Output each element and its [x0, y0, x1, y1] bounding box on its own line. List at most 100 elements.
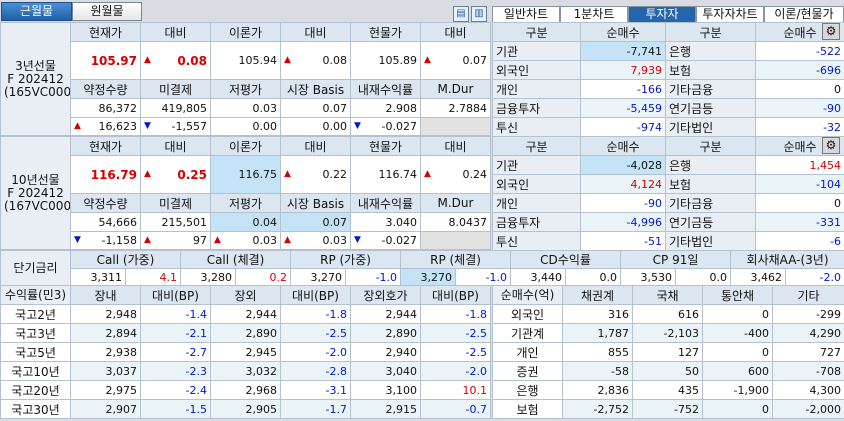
tab-1[interactable]: 1분차트 — [560, 6, 628, 23]
investor-net: -90 — [755, 98, 844, 118]
stat-cell[interactable]: 8.0437 — [420, 212, 491, 232]
table-row: 3년선물 F 202412 (165VC000) 현재가 대비 이론가 대비 현물가 대비 — [0, 22, 491, 136]
price-cell[interactable]: ▲ 0.24 — [420, 155, 491, 194]
stat-cell[interactable]: 215,501 — [140, 212, 211, 232]
price-cell[interactable]: 116.79 — [70, 155, 141, 194]
table-row: 은행 2,836 435 -1,900 4,300 — [492, 380, 844, 400]
cell-value: 0.07 — [462, 54, 488, 67]
price-cell[interactable]: ▲ 0.07 — [420, 41, 491, 80]
change-cell[interactable]: ▼ -0.027 — [350, 117, 421, 136]
yield-cell: -2.5 — [420, 342, 491, 362]
price-cell[interactable]: ▲ 0.08 — [280, 41, 351, 80]
table-row: 개인 -90 기타금융 0 — [492, 193, 844, 213]
yield-cell: -2.4 — [140, 380, 211, 400]
investor-name: 은행 — [665, 41, 756, 61]
price-cell[interactable]: ▲ 0.25 — [140, 155, 211, 194]
price-cell[interactable]: 105.89 — [350, 41, 421, 80]
investor-name: 연기금등 — [665, 212, 756, 232]
tab-0[interactable]: 일반차트 — [492, 6, 560, 23]
table-row: 외국인 4,124 보험 -104 — [492, 174, 844, 194]
cell-value: 116.75 — [238, 168, 278, 181]
price-cell[interactable]: 105.97 — [70, 41, 141, 80]
column-header: 약정수량 — [70, 193, 141, 213]
layout-vertical-icon[interactable]: ▥ — [471, 6, 487, 22]
change-cell[interactable]: ▲ 0.03 — [210, 231, 281, 250]
arrow-up-icon: ▲ — [424, 169, 431, 179]
column-header: 저평가 — [210, 193, 281, 213]
stat-cell[interactable]: 54,666 — [70, 212, 141, 232]
change-cell[interactable]: ▲ 0.03 — [280, 231, 351, 250]
arrow-down-icon: ▼ — [354, 235, 361, 245]
change-cell[interactable]: ▼ -1,158 — [70, 231, 141, 250]
stat-cell[interactable]: 0.04 — [210, 212, 281, 232]
stat-cell[interactable]: 419,805 — [140, 98, 211, 118]
table-row: ▼ -1,158 ▲ 97 ▲ 0.03 ▲ 0.03 ▼ -0.027 — [1, 231, 491, 250]
stat-cell[interactable]: 0.07 — [280, 98, 351, 118]
futures-label-line: F 202412 — [7, 185, 64, 200]
price-cell[interactable]: 116.75 — [210, 155, 281, 194]
yield-cell: 3,032 — [210, 361, 281, 381]
net-buy-cell: 4,290 — [772, 323, 844, 343]
tab-near-month[interactable]: 근월물 — [1, 2, 72, 21]
change-cell[interactable]: ▲ 97 — [140, 231, 211, 250]
net-buy-cell: 0 — [702, 399, 773, 419]
yield-cell: -2.0 — [280, 342, 351, 362]
column-header: 구분 — [665, 136, 756, 156]
price-cell[interactable]: ▲ 0.22 — [280, 155, 351, 194]
investor-name: 금융투자 — [492, 212, 581, 232]
change-cell[interactable]: 0.00 — [210, 117, 281, 136]
cell-value: 0.03 — [322, 234, 348, 247]
change-cell[interactable]: ▼ -0.027 — [350, 231, 421, 250]
investor-name: 은행 — [665, 155, 756, 175]
futures-label: 10년선물 F 202412 (167VC000) — [0, 136, 71, 250]
table-row: 국고30년 2,907 -1.5 2,905 -1.7 2,915 -0.7 — [0, 399, 491, 419]
change-cell[interactable]: ▲ 16,623 — [70, 117, 141, 136]
net-buy-cell: -2,000 — [772, 399, 844, 419]
cell-value: 0.22 — [322, 168, 348, 181]
change-cell[interactable]: 0.00 — [280, 117, 351, 136]
net-buy-cell: 4,300 — [772, 380, 844, 400]
price-cell[interactable]: ▲ 0.08 — [140, 41, 211, 80]
stat-cell[interactable]: 0.07 — [280, 212, 351, 232]
futures-label-line: (165VC000) — [4, 84, 71, 99]
column-header: 구분 — [492, 136, 581, 156]
investor-name: 기관 — [492, 155, 581, 175]
net-buy-cell: -2,752 — [562, 399, 633, 419]
tab-3[interactable]: 투자자차트 — [696, 6, 764, 23]
change-cell[interactable] — [420, 231, 491, 250]
settings-gear-icon[interactable]: ⚙ — [822, 23, 840, 40]
stat-cell[interactable]: 2.908 — [350, 98, 421, 118]
investor-name: 개인 — [492, 342, 563, 362]
arrow-up-icon: ▲ — [284, 235, 291, 245]
yield-cell: -2.8 — [280, 361, 351, 381]
yield-cell: 2,894 — [70, 323, 141, 343]
yield-cell: 2,944 — [210, 304, 281, 324]
price-cell[interactable]: 116.74 — [350, 155, 421, 194]
net-buy-cell: 316 — [562, 304, 633, 324]
bond-name: 국고30년 — [0, 399, 71, 419]
stat-cell[interactable]: 3.040 — [350, 212, 421, 232]
layout-horizontal-icon[interactable]: ▤ — [453, 6, 469, 22]
change-cell[interactable] — [420, 117, 491, 136]
stat-cell[interactable]: 2.7884 — [420, 98, 491, 118]
stat-cell[interactable]: 0.03 — [210, 98, 281, 118]
cell-value: 0.25 — [177, 167, 207, 182]
table-row: 순매수(억) 채권계 국채 통안채 기타 — [492, 285, 844, 305]
column-header: 대비(BP) — [140, 285, 211, 305]
net-buy-cell: 2,836 — [562, 380, 633, 400]
tab-far-month[interactable]: 원월물 — [72, 2, 142, 21]
stat-cell[interactable]: 86,372 — [70, 98, 141, 118]
arrow-up-icon: ▲ — [144, 168, 151, 179]
yield-cell: 10.1 — [420, 380, 491, 400]
price-cell[interactable]: 105.94 — [210, 41, 281, 80]
rate-change: 0.0 — [675, 268, 732, 286]
change-cell[interactable]: ▼ -1,557 — [140, 117, 211, 136]
settings-gear-icon[interactable]: ⚙ — [822, 137, 840, 154]
table-row: 약정수량 미결제 저평가 시장 Basis 내재수익률 M.Dur — [1, 79, 491, 99]
yield-cell: 2,905 — [210, 399, 281, 419]
yield-cell: 3,040 — [350, 361, 421, 381]
tab-2[interactable]: 투자자 — [628, 6, 696, 23]
tab-4[interactable]: 이론/현물가 — [764, 6, 844, 23]
investor-net: -90 — [580, 193, 666, 213]
column-header: 이론가 — [210, 22, 281, 42]
